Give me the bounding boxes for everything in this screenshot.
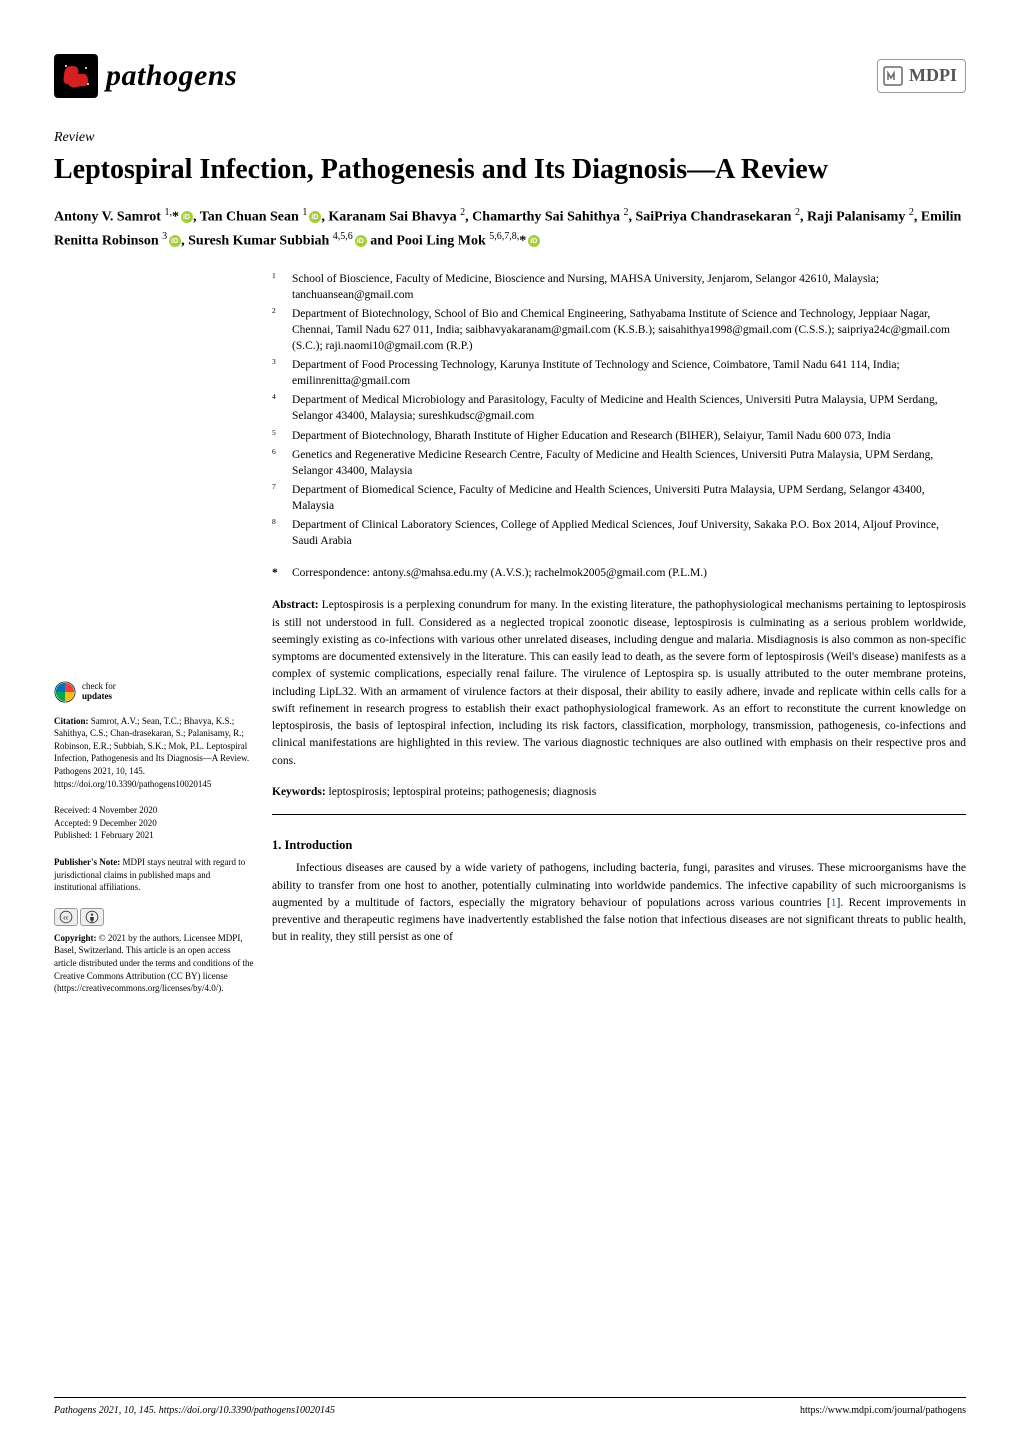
article-type: Review — [54, 128, 966, 148]
license-badges: cc — [54, 908, 254, 926]
by-icon — [85, 910, 99, 924]
affiliation-item: 2Department of Biotechnology, School of … — [272, 306, 966, 354]
citation-block: Citation: Samrot, A.V.; Sean, T.C.; Bhav… — [54, 715, 254, 791]
journal-logo: pathogens — [54, 54, 237, 98]
by-badge — [80, 908, 104, 926]
correspondence: * Correspondence: antony.s@mahsa.edu.my … — [272, 565, 966, 581]
abstract-label: Abstract: — [272, 599, 319, 611]
sidebar: check for updates Citation: Samrot, A.V.… — [54, 271, 254, 1009]
pathogens-logo-icon — [54, 54, 98, 98]
copyright-block: Copyright: © 2021 by the authors. Licens… — [54, 932, 254, 995]
citation-text: Samrot, A.V.; Sean, T.C.; Bhavya, K.S.; … — [54, 716, 249, 789]
keywords-divider — [272, 814, 966, 815]
crossmark-icon — [54, 681, 76, 703]
mdpi-icon — [881, 64, 905, 88]
page-header: pathogens MDPI — [54, 54, 966, 98]
intro-paragraph: Infectious diseases are caused by a wide… — [272, 860, 966, 946]
citation-label: Citation: — [54, 716, 89, 726]
affiliation-item: 8Department of Clinical Laboratory Scien… — [272, 517, 966, 549]
keywords: Keywords: leptospirosis; leptospiral pro… — [272, 784, 966, 815]
correspondence-text: Correspondence: antony.s@mahsa.edu.my (A… — [292, 565, 707, 581]
page-footer: Pathogens 2021, 10, 145. https://doi.org… — [54, 1397, 966, 1418]
published-date: Published: 1 February 2021 — [54, 829, 254, 842]
affiliation-item: 6Genetics and Regenerative Medicine Rese… — [272, 447, 966, 479]
check-line2: updates — [82, 692, 116, 702]
citation-link[interactable]: 1 — [831, 897, 837, 909]
journal-name: pathogens — [106, 55, 237, 97]
authors-list: Antony V. Samrot 1,*, Tan Chuan Sean 1, … — [54, 205, 966, 253]
accepted-date: Accepted: 9 December 2020 — [54, 817, 254, 830]
note-label: Publisher's Note: — [54, 857, 120, 867]
keywords-text: leptospirosis; leptospiral proteins; pat… — [329, 786, 597, 798]
abstract-text: Leptospirosis is a perplexing conundrum … — [272, 599, 966, 766]
abstract: Abstract: Leptospirosis is a perplexing … — [272, 597, 966, 770]
article-title: Leptospiral Infection, Pathogenesis and … — [54, 152, 966, 187]
received-date: Received: 4 November 2020 — [54, 804, 254, 817]
correspondence-star: * — [272, 565, 282, 581]
footer-citation: Pathogens 2021, 10, 145. https://doi.org… — [54, 1404, 335, 1418]
cc-icon: cc — [59, 910, 73, 924]
section-heading: 1. Introduction — [272, 837, 966, 855]
affiliation-item: 7Department of Biomedical Science, Facul… — [272, 482, 966, 514]
mdpi-logo: MDPI — [877, 59, 966, 92]
affiliation-item: 3Department of Food Processing Technolog… — [272, 357, 966, 389]
footer-url: https://www.mdpi.com/journal/pathogens — [800, 1404, 966, 1418]
publisher-name: MDPI — [909, 63, 957, 88]
affiliation-item: 4Department of Medical Microbiology and … — [272, 392, 966, 424]
affiliation-item: 5Department of Biotechnology, Bharath In… — [272, 428, 966, 444]
affiliations-list: 1School of Bioscience, Faculty of Medici… — [272, 271, 966, 550]
check-for-updates[interactable]: check for updates — [54, 681, 254, 703]
publishers-note-block: Publisher's Note: MDPI stays neutral wit… — [54, 856, 254, 894]
main-content: 1School of Bioscience, Faculty of Medici… — [272, 271, 966, 1009]
keywords-label: Keywords: — [272, 786, 326, 798]
copyright-label: Copyright: — [54, 933, 97, 943]
dates-block: Received: 4 November 2020 Accepted: 9 De… — [54, 804, 254, 842]
cc-badge: cc — [54, 908, 78, 926]
affiliation-item: 1School of Bioscience, Faculty of Medici… — [272, 271, 966, 303]
svg-text:cc: cc — [63, 915, 69, 921]
